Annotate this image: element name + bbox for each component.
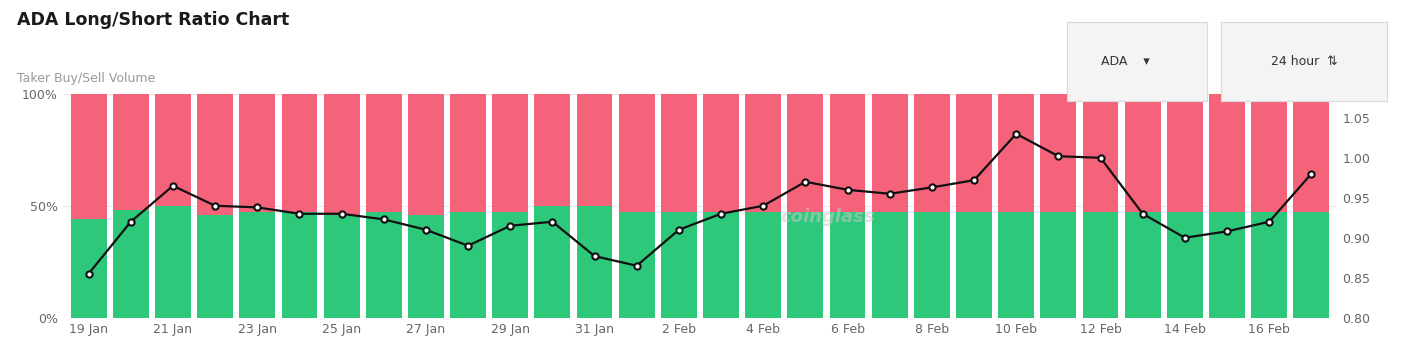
Bar [704, 213, 739, 318]
Bar [1209, 94, 1245, 213]
Bar [535, 206, 570, 318]
Bar [1293, 213, 1330, 318]
Bar [704, 94, 739, 213]
Text: Taker Buy/Sell Volume: Taker Buy/Sell Volume [17, 72, 155, 85]
Bar [366, 94, 401, 213]
Bar [999, 213, 1034, 318]
Bar [915, 213, 950, 318]
Bar [1251, 94, 1287, 213]
Bar [1124, 94, 1161, 213]
Bar [155, 94, 191, 206]
Bar [872, 94, 908, 213]
Bar [1040, 94, 1076, 213]
Bar [661, 213, 696, 318]
Bar [450, 94, 485, 213]
Bar [324, 215, 360, 318]
Bar [1040, 213, 1076, 318]
Bar [1251, 213, 1287, 318]
Bar [366, 213, 401, 318]
Bar [1124, 213, 1161, 318]
Bar [450, 213, 485, 318]
Bar [788, 94, 823, 213]
Bar [197, 215, 234, 318]
Text: ADA Long/Short Ratio Chart: ADA Long/Short Ratio Chart [17, 11, 288, 29]
Bar [1082, 213, 1119, 318]
Bar [577, 206, 612, 318]
Bar [746, 213, 781, 318]
Bar [281, 213, 318, 318]
Bar [492, 94, 528, 213]
Text: ADA    ▾: ADA ▾ [1102, 55, 1150, 68]
Bar [1166, 94, 1203, 213]
Bar [746, 94, 781, 213]
Bar [239, 94, 276, 213]
Bar [1082, 94, 1119, 213]
Bar [492, 213, 528, 318]
Bar [70, 219, 107, 318]
Bar [999, 94, 1034, 213]
Bar [239, 213, 276, 318]
Bar [577, 94, 612, 206]
Bar [1209, 213, 1245, 318]
Bar [535, 94, 570, 206]
Bar [324, 94, 360, 215]
Bar [872, 213, 908, 318]
Bar [619, 213, 654, 318]
Bar [408, 94, 443, 215]
Bar [661, 94, 696, 213]
Text: 24 hour  ⇅: 24 hour ⇅ [1271, 55, 1338, 68]
Bar [957, 213, 992, 318]
Text: coinglass: coinglass [779, 208, 875, 226]
Bar [113, 94, 149, 210]
Bar [70, 94, 107, 219]
Bar [113, 210, 149, 318]
Bar [281, 94, 318, 213]
Bar [957, 94, 992, 213]
Bar [1293, 94, 1330, 213]
Bar [915, 94, 950, 213]
Bar [830, 213, 865, 318]
Bar [197, 94, 234, 215]
Bar [619, 94, 654, 213]
Bar [1166, 213, 1203, 318]
Bar [788, 213, 823, 318]
Bar [830, 94, 865, 213]
Bar [155, 206, 191, 318]
Bar [408, 215, 443, 318]
